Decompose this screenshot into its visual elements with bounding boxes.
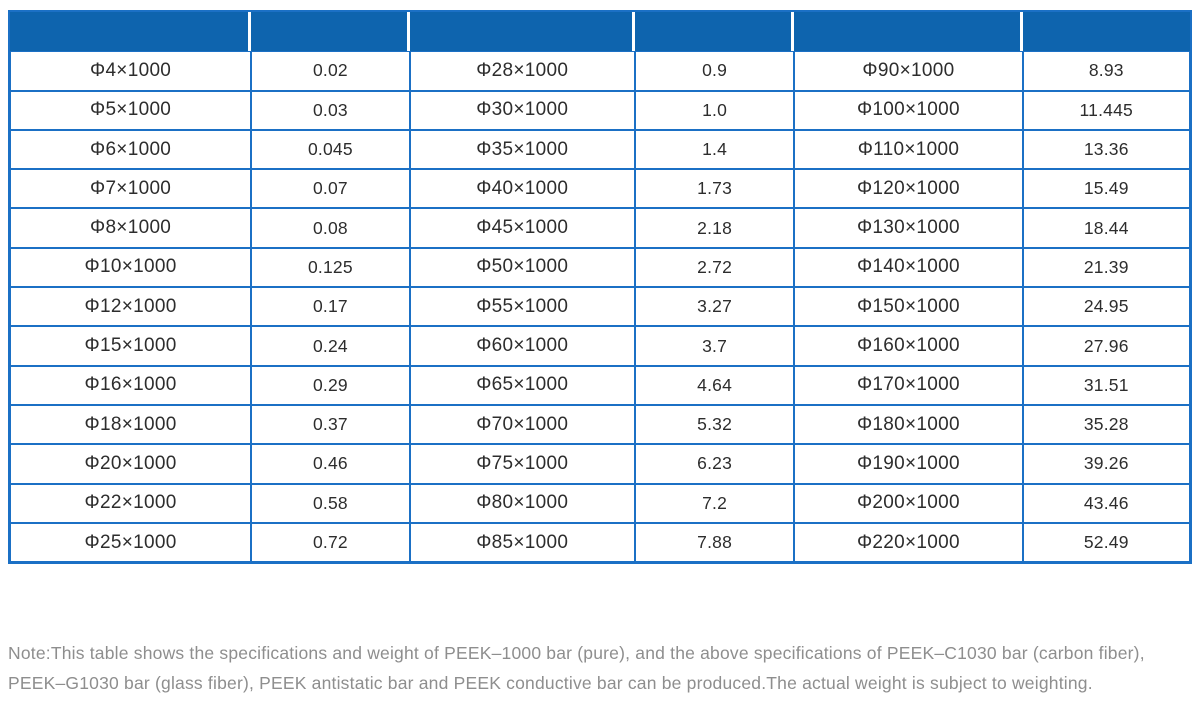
weight-cell: 0.08 (251, 208, 410, 248)
weight-cell: 0.37 (251, 404, 410, 445)
dimension-cell: Φ85×1000 (409, 522, 635, 563)
weight-cell: 8.93 (1022, 51, 1190, 91)
weight-cell: 3.27 (634, 287, 795, 327)
dimension-cell: Φ28×1000 (409, 51, 635, 91)
dimension-cell: Φ5×1000 (10, 90, 252, 130)
dimension-cell: Φ170×1000 (794, 365, 1023, 405)
weight-cell: 6.23 (634, 444, 795, 484)
weight-cell: 2.72 (634, 247, 795, 288)
dimension-cell: Φ20×1000 (10, 444, 252, 484)
dimension-cell: Φ25×1000 (10, 522, 252, 563)
weight-cell: 31.51 (1022, 365, 1190, 405)
dimension-cell: Φ12×1000 (10, 287, 252, 327)
weight-cell: 0.03 (251, 90, 410, 130)
weight-cell: 0.17 (251, 287, 410, 327)
dimension-cell: Φ100×1000 (794, 90, 1023, 130)
dimension-cell: Φ110×1000 (794, 129, 1023, 170)
weight-cell: 27.96 (1022, 326, 1190, 366)
dimension-cell: Φ8×1000 (10, 208, 252, 248)
dimension-cell: Φ7×1000 (10, 169, 252, 209)
peek-bar-weight-table: DIMENSIONS(MM) WEIGHT(KG/M) DIMENSIONS(M… (8, 10, 1192, 565)
weight-cell: 0.72 (251, 522, 410, 563)
note-line-2: PEEK–G1030 bar (glass fiber), PEEK antis… (8, 673, 1093, 693)
weight-cell: 15.49 (1022, 169, 1190, 209)
weight-cell: 21.39 (1022, 247, 1190, 288)
weight-cell: 52.49 (1022, 522, 1190, 563)
dimension-cell: Φ200×1000 (794, 483, 1023, 523)
dimension-cell: Φ4×1000 (10, 51, 252, 91)
weight-cell: 13.36 (1022, 129, 1190, 170)
weight-cell: 35.28 (1022, 404, 1190, 445)
dimension-cell: Φ65×1000 (409, 365, 635, 405)
dimension-cell: Φ18×1000 (10, 404, 252, 445)
weight-cell: 2.18 (634, 208, 795, 248)
weight-cell: 24.95 (1022, 287, 1190, 327)
dimension-cell: Φ50×1000 (409, 247, 635, 288)
dimension-cell: Φ220×1000 (794, 522, 1023, 563)
dimension-cell: Φ22×1000 (10, 483, 252, 523)
dimension-cell: Φ35×1000 (409, 129, 635, 170)
dimension-cell: Φ140×1000 (794, 247, 1023, 288)
dimension-cell: Φ120×1000 (794, 169, 1023, 209)
dimension-cell: Φ150×1000 (794, 287, 1023, 327)
dimension-cell: Φ180×1000 (794, 404, 1023, 445)
dimension-cell: Φ80×1000 (409, 483, 635, 523)
weight-cell: 3.7 (634, 326, 795, 366)
note: Note:This table shows the specifications… (8, 638, 1194, 698)
dimension-cell: Φ15×1000 (10, 326, 252, 366)
weight-cell: 1.0 (634, 90, 795, 130)
weight-cell: 43.46 (1022, 483, 1190, 523)
dimension-cell: Φ55×1000 (409, 287, 635, 327)
weight-cell: 0.045 (251, 129, 410, 170)
dimension-cell: Φ30×1000 (409, 90, 635, 130)
weight-cell: 0.9 (634, 51, 795, 91)
weight-cell: 0.29 (251, 365, 410, 405)
dimension-cell: Φ45×1000 (409, 208, 635, 248)
weight-cell: 7.88 (634, 522, 795, 563)
dimension-cell: Φ70×1000 (409, 404, 635, 445)
weight-cell: 5.32 (634, 404, 795, 445)
dimension-cell: Φ75×1000 (409, 444, 635, 484)
dimension-cell: Φ190×1000 (794, 444, 1023, 484)
weight-cell: 18.44 (1022, 208, 1190, 248)
weight-cell: 0.02 (251, 51, 410, 91)
weight-cell: 11.445 (1022, 90, 1190, 130)
weight-cell: 7.2 (634, 483, 795, 523)
dimension-cell: Φ40×1000 (409, 169, 635, 209)
weight-cell: 0.24 (251, 326, 410, 366)
weight-cell: 0.125 (251, 247, 410, 288)
weight-cell: 1.73 (634, 169, 795, 209)
dimension-cell: Φ10×1000 (10, 247, 252, 288)
weight-cell: 4.64 (634, 365, 795, 405)
note-line-1: Note:This table shows the specifications… (8, 643, 1145, 663)
weight-cell: 0.46 (251, 444, 410, 484)
weight-cell: 39.26 (1022, 444, 1190, 484)
dimension-cell: Φ90×1000 (794, 51, 1023, 91)
dimension-cell: Φ16×1000 (10, 365, 252, 405)
weight-cell: 0.07 (251, 169, 410, 209)
weight-cell: 1.4 (634, 129, 795, 170)
dimension-cell: Φ60×1000 (409, 326, 635, 366)
dimension-cell: Φ130×1000 (794, 208, 1023, 248)
weight-cell: 0.58 (251, 483, 410, 523)
dimension-cell: Φ6×1000 (10, 129, 252, 170)
dimension-cell: Φ160×1000 (794, 326, 1023, 366)
